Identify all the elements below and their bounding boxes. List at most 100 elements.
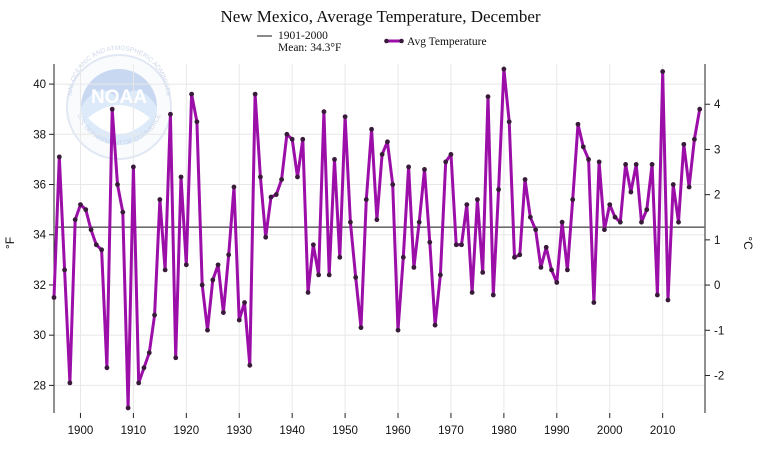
data-point [120, 209, 126, 215]
data-point [448, 151, 454, 157]
data-point [236, 317, 242, 323]
legend-series-swatch [384, 38, 404, 44]
data-point [220, 310, 226, 315]
y-tick-label-left: 32 [33, 280, 46, 292]
data-point [215, 262, 221, 268]
data-point [697, 106, 703, 112]
data-point [681, 141, 687, 147]
data-point [443, 159, 449, 165]
data-point [527, 214, 533, 220]
legend-reference-label: 1901-2000 [278, 30, 328, 42]
data-point [586, 157, 591, 162]
data-point [242, 300, 247, 305]
data-point [347, 219, 353, 225]
y-tick-label-left: 30 [33, 330, 46, 342]
y-tick-label-right: 3 [714, 144, 720, 156]
data-point [56, 154, 62, 160]
legend-series-label: Avg Temperature [407, 36, 487, 48]
data-point [501, 66, 507, 72]
x-tick-label: 1910 [121, 425, 147, 437]
data-point [490, 292, 496, 298]
data-point [459, 242, 464, 248]
data-point [416, 219, 422, 225]
data-point [596, 159, 602, 165]
data-point [109, 106, 115, 112]
data-point [305, 290, 311, 295]
data-point [141, 365, 147, 371]
data-point [570, 197, 576, 202]
data-point [660, 69, 666, 74]
data-point [485, 94, 491, 100]
data-point [337, 254, 343, 260]
data-point [247, 362, 253, 368]
data-point [379, 151, 385, 157]
x-tick-label: 1920 [174, 425, 200, 437]
chart-title: New Mexico, Average Temperature, Decembe… [220, 7, 541, 26]
data-point [152, 312, 157, 318]
data-point [130, 164, 136, 170]
data-point [115, 182, 120, 187]
data-point [475, 197, 480, 202]
data-point [300, 136, 306, 142]
data-point [385, 139, 390, 145]
data-point [284, 131, 290, 137]
data-point [295, 174, 300, 180]
data-point [406, 164, 412, 170]
data-point [226, 252, 232, 258]
x-tick-label: 1950 [332, 425, 358, 437]
data-point [517, 252, 523, 258]
x-tick-label: 1900 [68, 425, 94, 437]
data-point [369, 126, 374, 132]
data-point [580, 144, 586, 150]
data-point [676, 219, 681, 225]
data-point [88, 227, 94, 233]
data-point [437, 272, 443, 278]
data-point [210, 277, 216, 283]
data-point [273, 192, 279, 197]
legend-reference-line-swatch [257, 35, 272, 37]
data-point [686, 184, 692, 190]
data-point [469, 290, 475, 295]
data-point [199, 282, 205, 288]
data-point [332, 157, 337, 162]
y-axis-label-right: °C [741, 236, 755, 250]
data-point [496, 187, 501, 192]
data-point [670, 182, 676, 187]
y-tick-label-left: 34 [33, 230, 46, 242]
data-point [591, 300, 597, 305]
data-point [51, 295, 57, 300]
data-point [263, 234, 269, 240]
x-tick-label: 1970 [438, 425, 464, 437]
data-point [390, 182, 396, 187]
data-point [543, 244, 549, 250]
data-point [178, 174, 184, 180]
y-tick-label-right: 4 [714, 99, 721, 111]
data-point [83, 207, 89, 213]
data-point [411, 264, 417, 270]
data-point [316, 272, 322, 278]
logo-wordmark: NOAA [91, 87, 147, 108]
x-tick-label: 1990 [544, 425, 570, 437]
data-point [374, 217, 380, 223]
data-point [72, 217, 78, 223]
x-tick-label: 1940 [279, 425, 305, 437]
x-tick-label: 1980 [491, 425, 517, 437]
data-point [453, 242, 459, 248]
data-point [268, 194, 274, 200]
data-point [194, 119, 200, 125]
data-point [422, 167, 427, 172]
data-point [146, 350, 152, 356]
data-point [231, 184, 237, 190]
data-point [480, 269, 486, 275]
y-tick-label-right: 1 [714, 235, 720, 247]
data-point [617, 219, 623, 225]
data-point [464, 202, 470, 208]
data-point [353, 275, 359, 280]
data-point [99, 247, 105, 253]
y-tick-label-left: 38 [33, 129, 46, 141]
data-point [321, 109, 327, 115]
data-point [358, 325, 364, 331]
x-tick-label: 1960 [385, 425, 411, 437]
data-point [654, 292, 660, 298]
